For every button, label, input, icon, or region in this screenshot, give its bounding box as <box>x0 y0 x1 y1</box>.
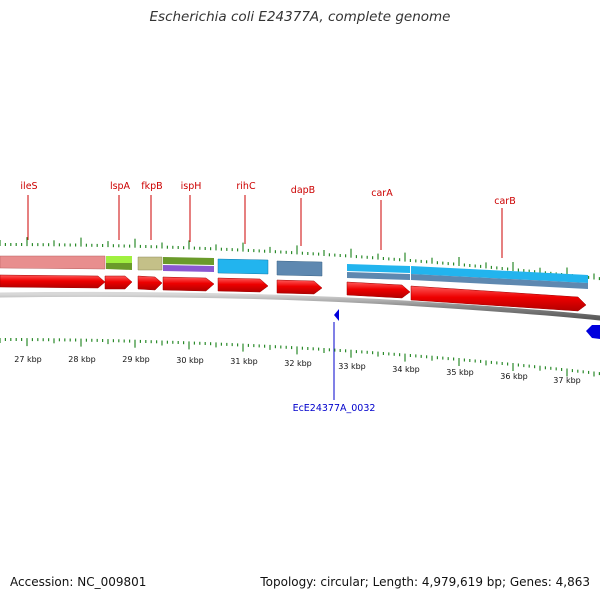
cog-block-carA-top <box>347 264 410 273</box>
forward-cds-ispH <box>162 276 215 292</box>
scale-label-33kbp: 33 kbp <box>338 362 366 371</box>
cog-block-carA-bottom <box>347 272 410 280</box>
gene-label-dapB: dapB <box>291 185 315 196</box>
cog-block-fkpB <box>137 256 163 271</box>
scale-label-28kbp: 28 kbp <box>68 355 96 364</box>
scale-label-35kbp: 35 kbp <box>446 368 474 377</box>
gene-label-fkpB: fkpB <box>141 181 162 192</box>
scale-label-27kbp: 27 kbp <box>14 355 42 364</box>
cog-block-carB-bottom <box>411 274 588 289</box>
forward-cds-carA <box>346 281 411 299</box>
forward-cds-carB <box>410 285 587 312</box>
map-title: Escherichia coli E24377A, complete genom… <box>149 9 451 25</box>
reverse-cds-EcE24377A_0032 <box>334 309 339 321</box>
cog-block-ileS <box>0 255 106 270</box>
cog-block-ispH-bottom <box>163 265 214 272</box>
scale-label-29kbp: 29 kbp <box>122 355 150 364</box>
gene-label-lspA: lspA <box>110 181 131 192</box>
accession-text: Accession: NC_009801 <box>10 575 147 589</box>
forward-cds-ileS <box>0 274 106 289</box>
forward-cds-rihC <box>217 277 269 293</box>
reverse-cds-track <box>334 309 600 339</box>
scale-labels: 27 kbp 28 kbp 29 kbp 30 kbp 31 kbp 32 kb… <box>14 355 581 385</box>
forward-cds-track <box>0 274 587 312</box>
genome-backbone <box>0 291 600 321</box>
scale-label-34kbp: 34 kbp <box>392 365 420 374</box>
genome-stats-text: Topology: circular; Length: 4,979,619 bp… <box>260 575 590 589</box>
scale-tick-marks <box>0 338 600 377</box>
forward-cds-lspA <box>104 275 133 290</box>
cog-block-carB-top <box>411 266 588 283</box>
scale-label-37kbp: 37 kbp <box>553 376 581 385</box>
gene-label-carB: carB <box>494 196 515 207</box>
cog-block-lspA-bottom <box>106 263 132 270</box>
gene-annotation-lines <box>27 195 503 258</box>
cog-block-rihC <box>217 258 269 275</box>
forward-cds-fkpB <box>137 275 163 291</box>
scale-label-32kbp: 32 kbp <box>284 359 312 368</box>
cds-label-EcE24377A_0032: EcE24377A_0032 <box>293 403 376 414</box>
scale-label-30kbp: 30 kbp <box>176 356 204 365</box>
scale-label-31kbp: 31 kbp <box>230 357 258 366</box>
cog-feature-track <box>0 255 588 289</box>
cog-block-dapB <box>276 260 323 277</box>
scale-label-36kbp: 36 kbp <box>500 372 528 381</box>
gene-labels: ileS lspA fkpB ispH rihC dapB carA carB <box>20 181 515 207</box>
reverse-cds-edge <box>586 325 600 339</box>
gene-label-ileS: ileS <box>20 181 37 192</box>
cog-block-lspA-top <box>106 256 132 263</box>
cog-block-ispH-top <box>163 257 214 265</box>
forward-cds-dapB <box>276 279 323 295</box>
gene-label-rihC: rihC <box>236 181 256 192</box>
gene-label-carA: carA <box>371 188 393 199</box>
gene-label-ispH: ispH <box>181 181 202 192</box>
